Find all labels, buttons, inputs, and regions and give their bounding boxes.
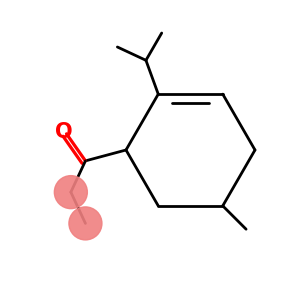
Circle shape: [69, 207, 102, 240]
Text: O: O: [55, 122, 73, 142]
Circle shape: [54, 176, 87, 208]
